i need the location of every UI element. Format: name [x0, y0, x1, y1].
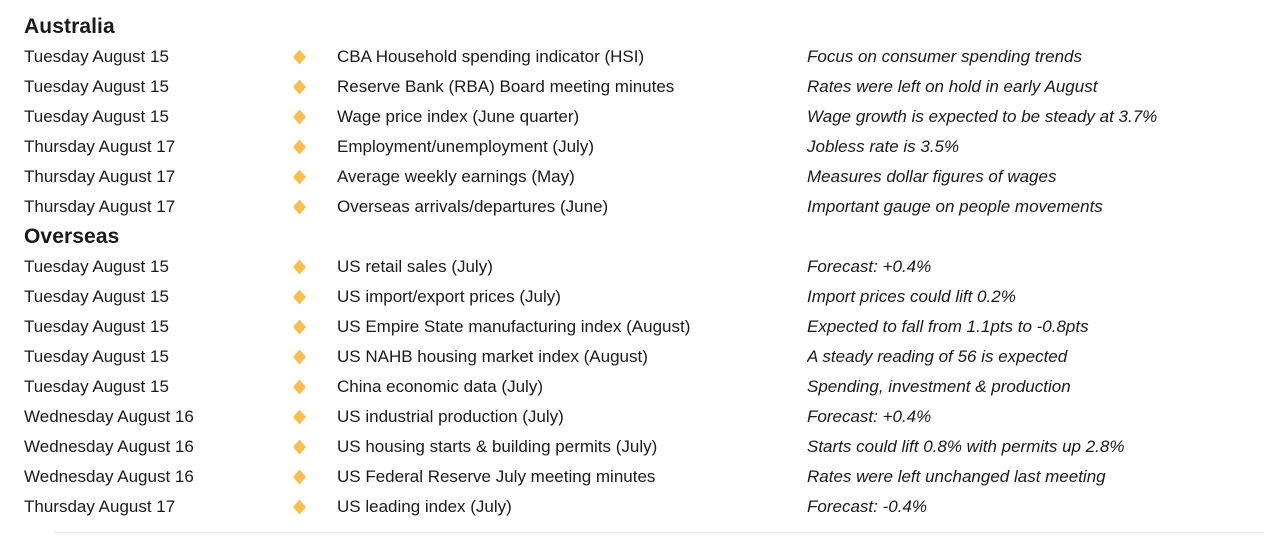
- event-name: US industrial production (July): [337, 407, 564, 426]
- bullet-cell: [279, 342, 337, 372]
- calendar-row: Tuesday August 15 US retail sales (July)…: [24, 252, 1268, 282]
- event-comment: Expected to fall from 1.1pts to -0.8pts: [807, 317, 1089, 336]
- bullet-cell: [279, 72, 337, 102]
- event-comment: Focus on consumer spending trends: [807, 47, 1082, 66]
- calendar-row: Wednesday August 16 US industrial produc…: [24, 402, 1268, 432]
- diamond-bullet-icon: [293, 499, 306, 515]
- bullet-cell: [279, 102, 337, 132]
- diamond-bullet-icon: [293, 169, 306, 185]
- event-comment: Rates were left on hold in early August: [807, 77, 1098, 96]
- event-name: US Federal Reserve July meeting minutes: [337, 467, 656, 486]
- event-comment: Forecast: -0.4%: [807, 497, 927, 516]
- calendar-row: Tuesday August 15 CBA Household spending…: [24, 42, 1268, 72]
- calendar-table: Australia Tuesday August 15 CBA Househol…: [24, 12, 1268, 522]
- event-comment: Import prices could lift 0.2%: [807, 287, 1016, 306]
- event-comment: Measures dollar figures of wages: [807, 167, 1057, 186]
- bullet-cell: [279, 132, 337, 162]
- event-comment: Important gauge on people movements: [807, 197, 1103, 216]
- event-date: Tuesday August 15: [24, 347, 169, 366]
- event-comment: Spending, investment & production: [807, 377, 1071, 396]
- event-date: Thursday August 17: [24, 137, 176, 156]
- calendar-row: Tuesday August 15 China economic data (J…: [24, 372, 1268, 402]
- event-date: Tuesday August 15: [24, 377, 169, 396]
- calendar-row: Thursday August 17 US leading index (Jul…: [24, 492, 1268, 522]
- calendar-section: Australia Tuesday August 15 CBA Househol…: [24, 12, 1268, 222]
- event-date: Wednesday August 16: [24, 437, 194, 456]
- bullet-cell: [279, 162, 337, 192]
- event-date: Tuesday August 15: [24, 257, 169, 276]
- calendar-row: Wednesday August 16 US housing starts & …: [24, 432, 1268, 462]
- diamond-bullet-icon: [293, 259, 306, 275]
- bullet-cell: [279, 312, 337, 342]
- event-name: Wage price index (June quarter): [337, 107, 580, 126]
- event-date: Tuesday August 15: [24, 107, 169, 126]
- bullet-cell: [279, 492, 337, 522]
- diamond-bullet-icon: [293, 199, 306, 215]
- calendar-row: Tuesday August 15 Wage price index (June…: [24, 102, 1268, 132]
- event-comment: Starts could lift 0.8% with permits up 2…: [807, 437, 1125, 456]
- event-date: Tuesday August 15: [24, 77, 169, 96]
- section-rows: Tuesday August 15 US retail sales (July)…: [24, 252, 1268, 522]
- table-bottom-border: [55, 532, 1264, 533]
- diamond-bullet-icon: [293, 319, 306, 335]
- calendar-row: Thursday August 17 Employment/unemployme…: [24, 132, 1268, 162]
- event-date: Tuesday August 15: [24, 47, 169, 66]
- event-comment: Rates were left unchanged last meeting: [807, 467, 1106, 486]
- event-comment: Forecast: +0.4%: [807, 257, 932, 276]
- diamond-bullet-icon: [293, 49, 306, 65]
- diamond-bullet-icon: [293, 439, 306, 455]
- bullet-cell: [279, 192, 337, 222]
- bullet-cell: [279, 252, 337, 282]
- calendar-section: Overseas Tuesday August 15 US retail sal…: [24, 222, 1268, 522]
- calendar-row: Tuesday August 15 US Empire State manufa…: [24, 312, 1268, 342]
- event-name: US Empire State manufacturing index (Aug…: [337, 317, 691, 336]
- bullet-cell: [279, 282, 337, 312]
- calendar-row: Thursday August 17 Average weekly earnin…: [24, 162, 1268, 192]
- calendar-row: Tuesday August 15 US NAHB housing market…: [24, 342, 1268, 372]
- diamond-bullet-icon: [293, 139, 306, 155]
- calendar-row: Thursday August 17 Overseas arrivals/dep…: [24, 192, 1268, 222]
- event-comment: Jobless rate is 3.5%: [807, 137, 960, 156]
- section-title: Australia: [24, 15, 115, 38]
- calendar-row: Tuesday August 15 Reserve Bank (RBA) Boa…: [24, 72, 1268, 102]
- section-title: Overseas: [24, 225, 120, 248]
- bullet-cell: [279, 372, 337, 402]
- event-name: US import/export prices (July): [337, 287, 561, 306]
- event-date: Thursday August 17: [24, 497, 176, 516]
- diamond-bullet-icon: [293, 349, 306, 365]
- bullet-cell: [279, 402, 337, 432]
- event-name: US leading index (July): [337, 497, 512, 516]
- diamond-bullet-icon: [293, 379, 306, 395]
- bullet-cell: [279, 42, 337, 72]
- event-name: US NAHB housing market index (August): [337, 347, 648, 366]
- event-date: Thursday August 17: [24, 167, 176, 186]
- calendar-row: Tuesday August 15 US import/export price…: [24, 282, 1268, 312]
- event-comment: Forecast: +0.4%: [807, 407, 932, 426]
- event-date: Wednesday August 16: [24, 407, 194, 426]
- bullet-cell: [279, 462, 337, 492]
- diamond-bullet-icon: [293, 109, 306, 125]
- event-name: Overseas arrivals/departures (June): [337, 197, 609, 216]
- event-date: Tuesday August 15: [24, 287, 169, 306]
- event-name: US housing starts & building permits (Ju…: [337, 437, 658, 456]
- event-name: China economic data (July): [337, 377, 543, 396]
- diamond-bullet-icon: [293, 409, 306, 425]
- bullet-cell: [279, 432, 337, 462]
- diamond-bullet-icon: [293, 289, 306, 305]
- event-comment: Wage growth is expected to be steady at …: [807, 107, 1158, 126]
- event-name: Average weekly earnings (May): [337, 167, 575, 186]
- diamond-bullet-icon: [293, 469, 306, 485]
- calendar-row: Wednesday August 16 US Federal Reserve J…: [24, 462, 1268, 492]
- event-comment: A steady reading of 56 is expected: [807, 347, 1068, 366]
- event-date: Tuesday August 15: [24, 317, 169, 336]
- event-name: Employment/unemployment (July): [337, 137, 594, 156]
- event-name: US retail sales (July): [337, 257, 493, 276]
- event-date: Thursday August 17: [24, 197, 176, 216]
- section-rows: Tuesday August 15 CBA Household spending…: [24, 42, 1268, 222]
- diamond-bullet-icon: [293, 79, 306, 95]
- event-name: CBA Household spending indicator (HSI): [337, 47, 645, 66]
- event-name: Reserve Bank (RBA) Board meeting minutes: [337, 77, 675, 96]
- event-date: Wednesday August 16: [24, 467, 194, 486]
